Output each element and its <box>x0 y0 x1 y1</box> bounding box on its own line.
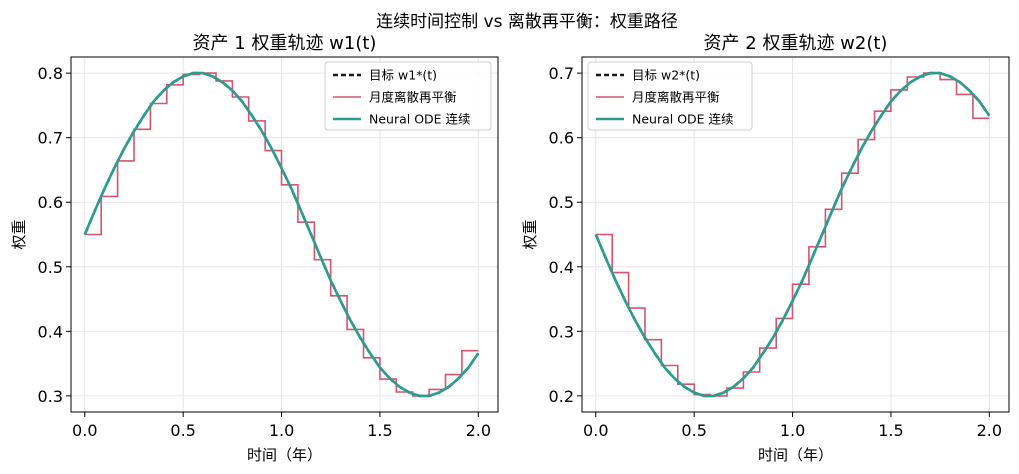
x-axis-label: 时间（年） <box>247 446 322 464</box>
legend-box <box>324 61 492 131</box>
legend-label: 目标 w2*(t) <box>632 68 700 83</box>
x-axis-label: 时间（年） <box>758 446 833 464</box>
y-axis-label: 权重 <box>521 219 539 249</box>
figure-suptitle: 连续时间控制 vs 离散再平衡：权重路径 <box>376 12 678 32</box>
x-tick-label: 2.0 <box>977 421 1002 440</box>
legend-label: Neural ODE 连续 <box>632 112 734 127</box>
x-tick-label: 0.5 <box>681 421 706 440</box>
legend-label: Neural ODE 连续 <box>369 112 471 127</box>
legend-box <box>587 61 753 131</box>
y-tick-label: 0.5 <box>38 258 63 277</box>
x-tick-label: 1.0 <box>780 421 805 440</box>
y-tick-label: 0.6 <box>38 193 63 212</box>
x-tick-label: 0.5 <box>170 421 195 440</box>
x-tick-label: 1.5 <box>878 421 903 440</box>
panel-asset-1: 0.0 0.5 1.0 1.5 2.0 0.3 0.4 0.5 0.6 0.7 0.8 资产 1 权重… <box>10 33 499 464</box>
y-tick-label: 0.3 <box>549 322 574 341</box>
y-axis-label: 权重 <box>10 219 28 249</box>
series-continuous-line <box>83 71 480 398</box>
panel-title: 资产 2 权重轨迹 w2(t) <box>704 33 888 54</box>
y-tick-label: 0.7 <box>549 64 574 83</box>
plot-frame <box>581 56 1010 413</box>
y-tick-label: 0.2 <box>549 387 574 406</box>
x-tick-label: 0.0 <box>583 421 608 440</box>
series-continuous-line <box>594 71 991 398</box>
y-tick-label: 0.3 <box>38 387 63 406</box>
x-tick-label: 1.5 <box>367 421 392 440</box>
y-tick-label: 0.5 <box>549 193 574 212</box>
legend-label: 月度离散再平衡 <box>369 90 457 105</box>
y-tick-label: 0.6 <box>549 129 574 148</box>
y-tick-label: 0.4 <box>549 258 574 277</box>
x-tick-label: 0.0 <box>72 421 97 440</box>
panel-asset-2: 0.0 0.5 1.0 1.5 2.0 0.2 0.3 0.4 0.5 0.6 0.7 资产 2 权重… <box>521 33 1010 464</box>
x-tick-label: 2.0 <box>466 421 491 440</box>
y-tick-label: 0.8 <box>38 64 63 83</box>
panel-title: 资产 1 权重轨迹 w1(t) <box>193 33 377 54</box>
legend-label: 月度离散再平衡 <box>632 90 720 105</box>
legend-label: 目标 w1*(t) <box>369 68 437 83</box>
y-tick-label: 0.7 <box>38 129 63 148</box>
y-tick-label: 0.4 <box>38 322 63 341</box>
plot-frame <box>70 56 499 413</box>
x-tick-label: 1.0 <box>269 421 294 440</box>
